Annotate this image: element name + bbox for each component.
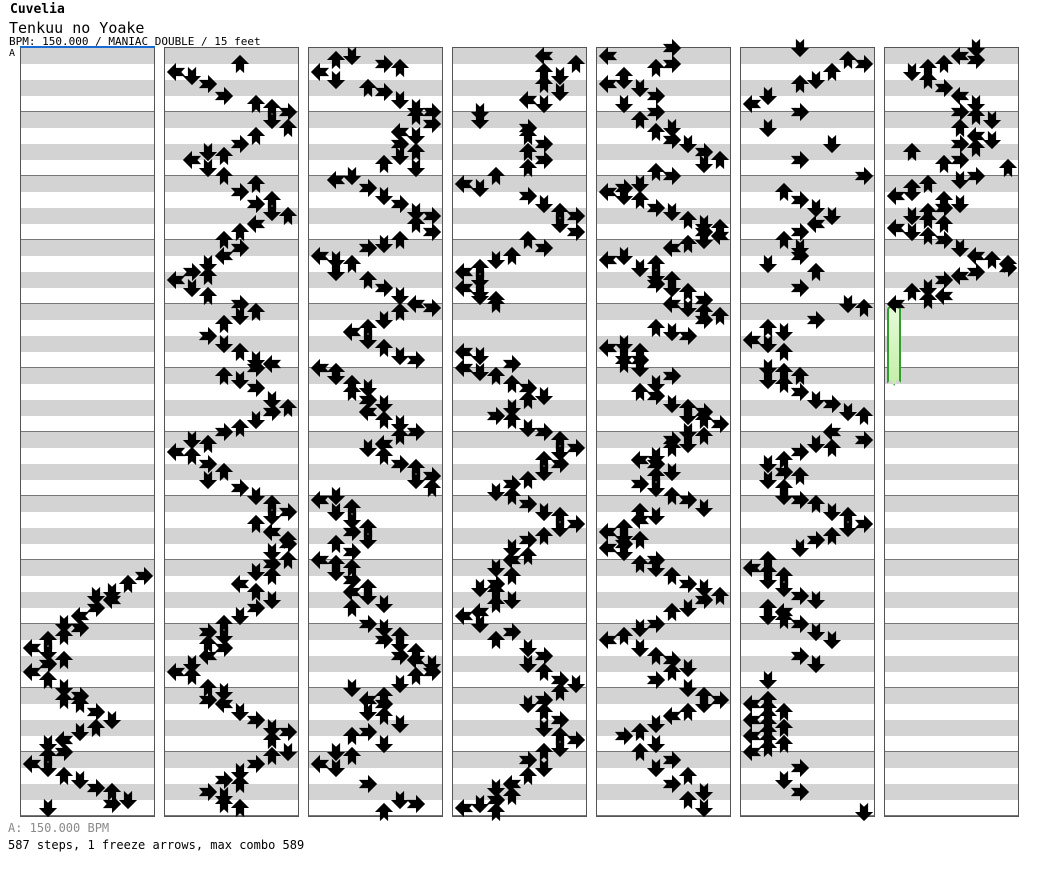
- footer-bpm-line: A: 150.000 BPM: [8, 821, 110, 835]
- note-arrow-right-icon: [646, 670, 666, 690]
- note-arrow-down-icon: [390, 714, 410, 734]
- note-arrow-down-icon: [806, 590, 826, 610]
- note-arrow-down-icon: [694, 498, 714, 518]
- note-arrow-left-icon: [742, 94, 762, 114]
- note-arrow-down-icon: [326, 262, 346, 282]
- song-title: Tenkuu no Yoake: [9, 19, 145, 37]
- note-arrow-right-icon: [534, 238, 554, 258]
- note-arrow-left-icon: [598, 46, 618, 66]
- note-arrow-down-icon: [534, 94, 554, 114]
- note-arrow-down-icon: [950, 170, 970, 190]
- note-arrow-down-icon: [854, 802, 874, 822]
- note-arrow-up-icon: [198, 286, 218, 306]
- chart-column-1: [20, 46, 155, 818]
- note-arrow-down-icon: [758, 254, 778, 274]
- note-arrow-down-icon: [470, 110, 490, 130]
- note-arrow-up-icon: [486, 294, 506, 314]
- note-arrow-down-icon: [822, 630, 842, 650]
- note-arrow-down-icon: [406, 158, 426, 178]
- note-arrow-right-icon: [790, 150, 810, 170]
- note-arrow-right-icon: [102, 794, 122, 814]
- note-arrow-up-icon: [230, 54, 250, 74]
- bpm-marker-line: [20, 46, 155, 48]
- note-arrow-up-icon: [918, 290, 938, 310]
- note-arrow-right-icon: [358, 774, 378, 794]
- note-arrow-down-icon: [790, 538, 810, 558]
- note-arrow-up-icon: [854, 406, 874, 426]
- note-arrow-right-icon: [854, 430, 874, 450]
- chart-column-3: [308, 46, 443, 822]
- note-arrow-up-icon: [854, 298, 874, 318]
- note-arrow-up-icon: [822, 438, 842, 458]
- note-arrow-down-icon: [470, 178, 490, 198]
- note-arrow-right-icon: [790, 278, 810, 298]
- note-arrow-right-icon: [678, 326, 698, 346]
- note-arrow-up-icon: [902, 142, 922, 162]
- chart-column-7: [884, 38, 1019, 817]
- note-arrow-right-icon: [790, 102, 810, 122]
- note-arrow-down-icon: [326, 70, 346, 90]
- note-arrow-down-icon: [198, 470, 218, 490]
- note-arrow-right-icon: [806, 310, 826, 330]
- note-arrow-up-icon: [278, 118, 298, 138]
- note-arrow-up-icon: [278, 206, 298, 226]
- note-arrow-right-icon: [566, 222, 586, 242]
- note-arrow-up-icon: [518, 158, 538, 178]
- note-arrow-up-icon: [390, 58, 410, 78]
- note-arrow-down-icon: [822, 134, 842, 154]
- artist-name: Cuvelia: [10, 2, 65, 17]
- note-arrow-up-icon: [422, 478, 442, 498]
- chart-column-6: [740, 38, 875, 822]
- footer-stats-line: 587 steps, 1 freeze arrows, max combo 58…: [8, 838, 305, 852]
- note-arrow-right-icon: [854, 166, 874, 186]
- note-arrow-up-icon: [998, 158, 1018, 178]
- note-arrow-left-icon: [742, 742, 762, 762]
- note-arrow-left-icon: [598, 250, 618, 270]
- note-arrow-left-icon: [886, 186, 906, 206]
- note-arrow-right-icon: [790, 782, 810, 802]
- note-arrow-up-icon: [486, 802, 506, 822]
- note-arrow-down-icon: [694, 798, 714, 818]
- note-arrow-down-icon: [38, 798, 58, 818]
- note-arrow-down-icon: [806, 654, 826, 674]
- note-arrow-left-icon: [598, 630, 618, 650]
- note-arrow-up-icon: [374, 154, 394, 174]
- note-arrow-up-icon: [790, 74, 810, 94]
- note-arrow-right-icon: [854, 54, 874, 74]
- note-arrow-right-icon: [662, 166, 682, 186]
- note-arrow-up-icon: [646, 58, 666, 78]
- note-arrow-down-icon: [758, 118, 778, 138]
- chart-column-5: [596, 38, 731, 818]
- chart-column-4: [452, 46, 587, 822]
- note-arrow-down-icon: [694, 154, 714, 174]
- bpm-difficulty-line: BPM: 150.000 / MANIAC DOUBLE / 15 feet: [9, 35, 261, 48]
- note-arrow-left-icon: [454, 798, 474, 818]
- note-arrow-down-icon: [758, 670, 778, 690]
- note-arrow-left-icon: [886, 294, 906, 314]
- note-arrow-right-icon: [422, 298, 442, 318]
- note-arrow-up-icon: [230, 798, 250, 818]
- note-arrow-right-icon: [214, 86, 234, 106]
- note-arrow-down-icon: [374, 734, 394, 754]
- note-arrow-down-icon: [790, 38, 810, 58]
- note-arrow-right-icon: [998, 258, 1018, 278]
- chart-column-2: [164, 47, 299, 818]
- freeze-arrow-body: [887, 306, 901, 386]
- note-arrow-right-icon: [422, 222, 442, 242]
- note-arrow-right-icon: [406, 350, 426, 370]
- note-arrow-up-icon: [486, 630, 506, 650]
- note-arrow-right-icon: [966, 50, 986, 70]
- bpm-marker-a-label: A: [9, 48, 16, 59]
- note-arrow-down-icon: [326, 758, 346, 778]
- note-arrow-right-icon: [406, 794, 426, 814]
- note-arrow-left-icon: [326, 170, 346, 190]
- note-arrow-left-icon: [598, 74, 618, 94]
- note-arrow-up-icon: [374, 802, 394, 822]
- note-arrow-down-icon: [374, 594, 394, 614]
